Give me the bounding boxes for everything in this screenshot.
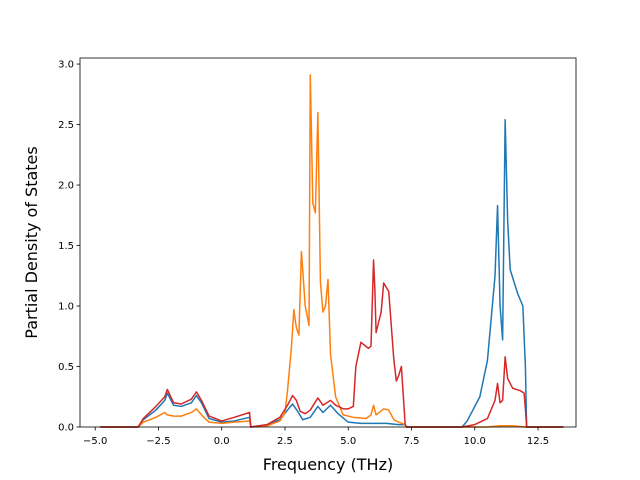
x-axis-ticks: −5.0 −2.5 0.0 2.5 5.0 7.5 10.0 12.5: [83, 427, 549, 447]
y-tick-label: 3.0: [58, 60, 74, 71]
x-tick-label: 0.0: [214, 436, 230, 447]
x-tick-label: 12.5: [527, 436, 549, 447]
y-axis-label: Partial Density of States: [22, 146, 41, 338]
y-axis-ticks: 0.0 0.5 1.0 1.5 2.0 2.5 3.0: [58, 60, 80, 434]
series-lines: [100, 74, 564, 428]
y-tick-label: 2.0: [58, 181, 74, 192]
series-line-1: [100, 118, 564, 428]
y-tick-label: 0.0: [58, 423, 74, 434]
x-tick-label: −5.0: [83, 436, 107, 447]
y-tick-label: 0.5: [58, 362, 74, 373]
y-tick-label: 1.5: [58, 241, 74, 252]
x-tick-label: 7.5: [404, 436, 420, 447]
x-axis-label: Frequency (THz): [263, 455, 393, 474]
y-tick-label: 2.5: [58, 120, 74, 131]
plot-frame: [79, 57, 577, 428]
x-tick-label: 10.0: [464, 436, 486, 447]
x-tick-label: −2.5: [146, 436, 170, 447]
y-tick-label: 1.0: [58, 302, 74, 313]
series-line-2: [100, 74, 564, 428]
x-tick-label: 2.5: [277, 436, 293, 447]
x-tick-label: 5.0: [340, 436, 356, 447]
series-line-3: [100, 259, 564, 428]
